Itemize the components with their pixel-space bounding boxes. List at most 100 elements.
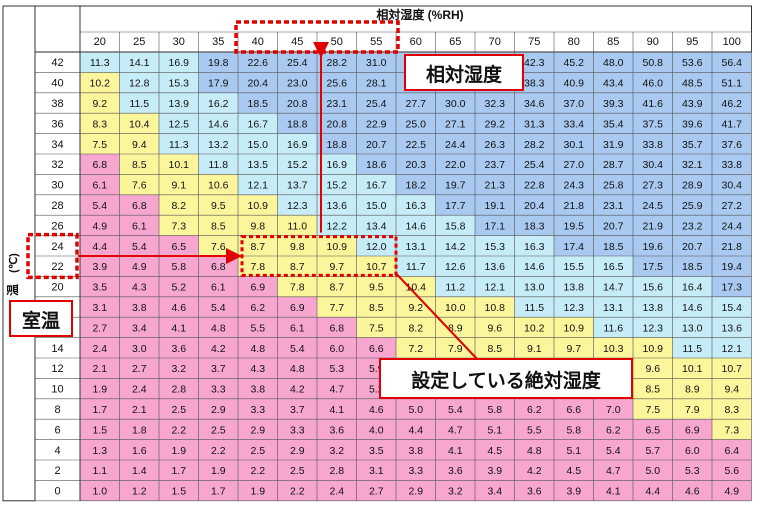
heatmap-cell	[712, 398, 752, 420]
heatmap-cell	[633, 358, 673, 379]
heatmap-cell	[159, 317, 199, 338]
heatmap-cell	[554, 337, 594, 358]
heatmap-cell	[435, 133, 475, 154]
cell-value-label: 4.6	[171, 302, 186, 314]
cell-value-label: 11.0	[287, 220, 307, 232]
cell-value-label: 6.0	[329, 343, 344, 355]
heatmap-cell	[593, 256, 633, 277]
cell-value-label: 1.1	[92, 465, 107, 477]
cell-value-label: 14.6	[208, 118, 229, 130]
heatmap-cell	[159, 72, 199, 93]
heatmap-cell	[396, 174, 436, 195]
heatmap-cell	[356, 235, 396, 256]
cell-value-label: 16.5	[603, 261, 624, 273]
heatmap-cell	[396, 296, 436, 318]
heatmap-cell	[159, 296, 199, 318]
heatmap-cell	[514, 72, 554, 93]
cell-value-label: 4.6	[685, 486, 700, 498]
cell-value-label: 5.4	[290, 343, 305, 355]
heatmap-cell	[198, 276, 238, 297]
cell-value-label: 9.4	[132, 139, 147, 151]
heatmap-cell	[633, 113, 673, 134]
cell-value-label: 7.8	[290, 282, 305, 294]
cell-value-label: 3.2	[329, 445, 344, 457]
cell-value-label: 15.5	[564, 261, 585, 273]
cell-value-label: 2.7	[369, 486, 384, 498]
heatmap-cell	[633, 256, 673, 277]
cell-value-label: 4.9	[92, 220, 107, 232]
cell-value-label: 4.4	[645, 486, 660, 498]
heatmap-cell	[356, 215, 396, 236]
cell-value-label: 9.2	[92, 98, 107, 110]
cell-value-label: 14.6	[406, 220, 427, 232]
callout-box-relative-humidity	[404, 54, 524, 91]
cell-value-label: 28.1	[366, 78, 387, 90]
heatmap-cell	[514, 480, 554, 501]
callout-box-set-absolute-humidity	[379, 358, 633, 399]
heatmap-cell	[317, 92, 357, 114]
cell-value-label: 18.6	[366, 159, 387, 171]
heatmap-cell	[356, 317, 396, 338]
heatmap-cell	[712, 133, 752, 154]
heatmap-cell	[317, 460, 357, 481]
heatmap-cell	[238, 215, 278, 236]
heatmap-cell	[356, 133, 396, 154]
heatmap-cell	[317, 256, 357, 277]
heatmap-cell	[119, 235, 159, 256]
heatmap-cell	[514, 215, 554, 236]
cell-value-label: 2.4	[92, 343, 107, 355]
heatmap-cell	[593, 276, 633, 297]
heatmap-cell	[712, 235, 752, 256]
heatmap-cell	[514, 113, 554, 134]
cell-value-label: 22.5	[406, 139, 427, 151]
cell-value-label: 41.7	[722, 118, 743, 130]
heatmap-cell	[80, 194, 120, 216]
cell-value-label: 8.3	[92, 118, 107, 130]
cell-value-label: 13.6	[327, 200, 348, 212]
cell-value-label: 24.5	[643, 200, 664, 212]
cell-value-label: 16.2	[208, 98, 229, 110]
cell-value-label: 27.0	[564, 159, 585, 171]
heatmap-cell	[198, 194, 238, 216]
temperature-tick-label: 4	[54, 445, 60, 457]
cell-value-label: 6.8	[132, 200, 147, 212]
cell-value-label: 1.9	[211, 465, 226, 477]
heatmap-cell	[356, 439, 396, 460]
cell-value-label: 39.3	[603, 98, 624, 110]
cell-value-label: 15.4	[722, 302, 743, 314]
temperature-tick-label: 2	[54, 465, 60, 477]
heatmap-cell	[198, 378, 238, 399]
heatmap-cell	[277, 337, 317, 358]
cell-value-label: 5.5	[250, 322, 265, 334]
cell-value-label: 6.9	[685, 424, 700, 436]
heatmap-cell	[159, 337, 199, 358]
cell-value-label: 15.3	[485, 241, 506, 253]
cell-value-label: 17.4	[564, 241, 585, 253]
heatmap-cell	[633, 317, 673, 338]
heatmap-cell	[712, 276, 752, 297]
temperature-tick-label: 22	[51, 261, 63, 273]
heatmap-cell	[514, 256, 554, 277]
temperature-tick-label: 10	[51, 384, 63, 396]
heatmap-cell	[435, 276, 475, 297]
cell-value-label: 23.0	[287, 78, 308, 90]
heatmap-cell	[475, 317, 515, 338]
cell-value-label: 33.8	[722, 159, 743, 171]
heatmap-cell	[317, 419, 357, 440]
heatmap-cell	[119, 133, 159, 154]
heatmap-cell	[672, 337, 712, 358]
cell-value-label: 20.7	[603, 220, 624, 232]
cell-value-label: 6.1	[92, 180, 107, 192]
cell-value-label: 11.5	[524, 302, 544, 314]
heatmap-cell	[80, 174, 120, 195]
temperature-tick-label: 30	[51, 180, 63, 192]
heatmap-cell	[672, 460, 712, 481]
humidity-tick-label: 100	[723, 36, 741, 48]
cell-value-label: 13.6	[722, 322, 743, 334]
heatmap-cell	[198, 72, 238, 93]
cell-value-label: 6.4	[724, 445, 739, 457]
cell-value-label: 5.3	[329, 363, 344, 375]
cell-value-label: 12.8	[129, 78, 150, 90]
cell-value-label: 5.8	[566, 424, 581, 436]
cell-value-label: 5.8	[487, 404, 502, 416]
